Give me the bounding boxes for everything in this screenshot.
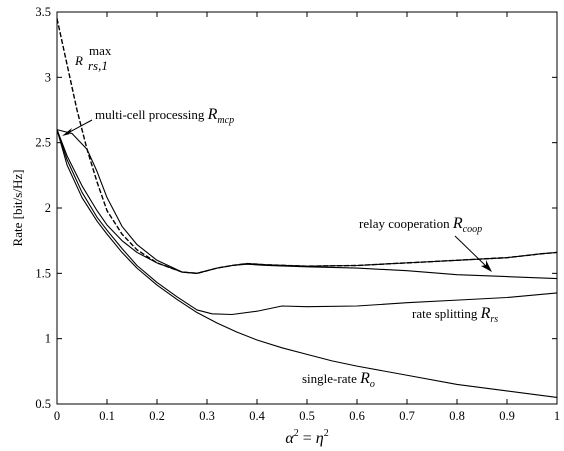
x-tick-label: 0.8 <box>449 409 465 423</box>
annotation-r-mcp: multi-cell processing Rmcp <box>62 106 234 136</box>
svg-text:rate splitting Rrs: rate splitting Rrs <box>412 305 498 325</box>
series-line-r-o <box>56 129 558 399</box>
annotation-r-coop-arrow <box>454 235 489 269</box>
series-layer <box>56 18 558 399</box>
y-tick-label: 2.5 <box>35 136 51 150</box>
series-line-r-rs1-max <box>56 18 558 275</box>
x-tick-label: 0.1 <box>99 409 115 423</box>
svg-text:max: max <box>89 43 112 58</box>
x-tick-label: 0.9 <box>499 409 515 423</box>
svg-text:R: R <box>74 53 83 68</box>
y-tick-label: 3 <box>45 70 51 84</box>
svg-text:single-rate Ro: single-rate Ro <box>302 370 375 390</box>
svg-text:rs,1: rs,1 <box>88 58 108 73</box>
annotation-r-coop: relay cooperation Rcoop <box>359 215 492 272</box>
x-tick-label: 1 <box>554 409 560 423</box>
x-tick-label: 0.6 <box>349 409 365 423</box>
x-tick-label: 0.7 <box>399 409 415 423</box>
y-tick-label: 2 <box>45 201 51 215</box>
plot-area-frame <box>56 11 558 405</box>
annotation-r-mcp-arrow <box>65 119 93 135</box>
y-tick-label: 3.5 <box>35 5 51 19</box>
svg-text:relay cooperation Rcoop: relay cooperation Rcoop <box>359 215 482 235</box>
svg-text:multi-cell processing Rmcp: multi-cell processing Rmcp <box>95 106 234 126</box>
x-tick-label: 0.5 <box>299 409 315 423</box>
series-line-r-mcp <box>56 129 558 274</box>
series-line-r-coop <box>56 129 558 280</box>
x-axis-label: α2 = η2 <box>285 428 328 447</box>
y-axis-label: Rate [bit/s/Hz] <box>10 170 25 247</box>
x-tick-label: 0.3 <box>199 409 215 423</box>
annotation-r-o: single-rate Ro <box>302 370 375 390</box>
annotation-r-rs1-max: R max rs,1 <box>74 43 112 73</box>
annotation-r-rs: rate splitting Rrs <box>412 305 498 325</box>
y-tick-label: 1.5 <box>35 266 51 280</box>
tick-layer: 0 0.1 0.2 0.3 0.4 0.5 0.6 0.7 0.8 0.9 1 0.5 1 1.5 2 2.5… <box>35 5 560 423</box>
x-tick-label: 0 <box>54 409 60 423</box>
annotation-r-mcp-arrowhead <box>62 128 74 136</box>
annotation-r-coop-arrowhead <box>481 260 492 272</box>
y-tick-label: 0.5 <box>35 397 51 411</box>
x-tick-label: 0.2 <box>149 409 165 423</box>
y-tick-label: 1 <box>45 332 51 346</box>
series-line-r-rs <box>56 129 558 316</box>
x-tick-label: 0.4 <box>249 409 265 423</box>
